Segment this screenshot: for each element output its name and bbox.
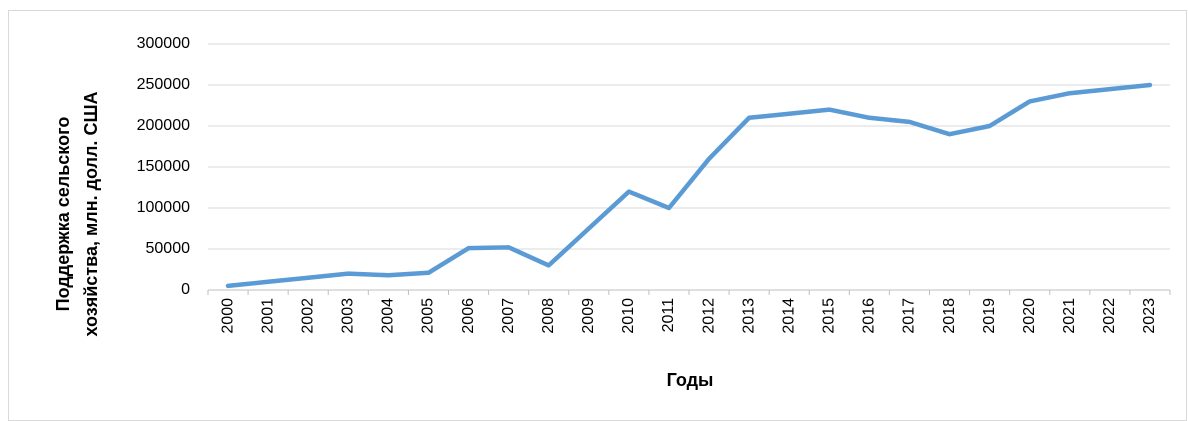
- x-tick-label: 2018: [941, 298, 958, 334]
- x-tick-label: 2006: [460, 298, 477, 334]
- y-axis-title: хозяйства, млн. долл. США: [81, 91, 101, 336]
- x-tick-label: 2012: [700, 298, 717, 334]
- x-tick-label: 2011: [660, 298, 677, 333]
- x-tick-label: 2005: [420, 298, 437, 334]
- x-tick-label: 2009: [580, 298, 597, 334]
- x-tick-label: 2019: [981, 298, 998, 334]
- x-tick-label: 2010: [620, 298, 637, 334]
- x-tick-label: 2004: [380, 298, 397, 334]
- x-tick-label: 2013: [740, 298, 757, 334]
- x-tick-label: 2023: [1141, 298, 1158, 334]
- chart-frame: [8, 10, 1187, 421]
- x-tick-label: 2007: [500, 298, 517, 334]
- data-line: [225, 82, 1153, 289]
- y-tick-label: 50000: [146, 240, 191, 257]
- x-tick-label: 2001: [259, 298, 276, 334]
- x-tick-label: 2022: [1101, 298, 1118, 334]
- x-tick-label: 2017: [901, 298, 918, 334]
- x-tick-label: 2000: [219, 298, 236, 334]
- x-tick-label: 2015: [821, 298, 838, 334]
- y-tick-label: 300000: [137, 35, 190, 52]
- x-axis-title: Годы: [667, 370, 714, 390]
- x-tick-label: 2021: [1061, 298, 1078, 334]
- x-tick-label: 2003: [340, 298, 357, 334]
- x-tick-label: 2008: [540, 298, 557, 334]
- x-tick-label: 2014: [780, 298, 797, 334]
- y-tick-label: 100000: [137, 199, 190, 216]
- x-tick-label: 2016: [861, 298, 878, 334]
- x-tick-label: 2002: [299, 298, 316, 334]
- y-tick-label: 250000: [137, 76, 190, 93]
- y-tick-label: 150000: [137, 158, 190, 175]
- x-tick-label: 2020: [1021, 298, 1038, 334]
- y-axis-title: Поддержка сельского: [53, 117, 73, 312]
- y-tick-label: 0: [181, 281, 190, 298]
- y-tick-label: 200000: [137, 117, 190, 134]
